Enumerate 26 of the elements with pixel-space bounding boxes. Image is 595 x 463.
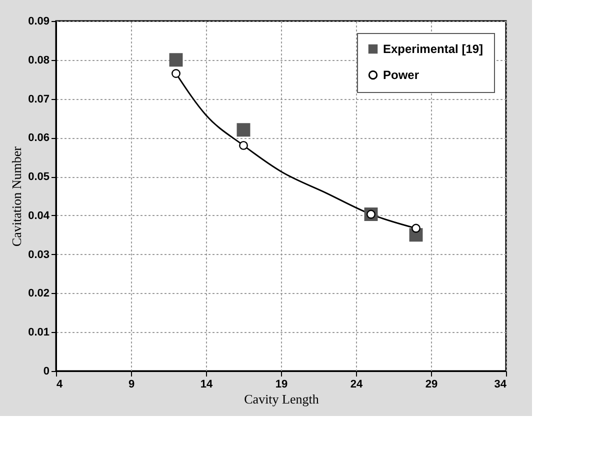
y-tick-label: 0.03 — [28, 248, 50, 261]
x-tick-label: 34 — [494, 378, 508, 390]
x-axis-title: Cavity Length — [244, 392, 320, 406]
x-tick-label: 24 — [350, 378, 364, 390]
y-tick-label: 0.09 — [28, 16, 50, 28]
y-tick-label: 0.06 — [28, 132, 50, 144]
x-tick-label: 9 — [128, 378, 135, 390]
point — [236, 123, 250, 137]
x-tick-label: 29 — [425, 378, 438, 390]
legend-label: Experimental [19] — [383, 42, 484, 56]
point — [239, 140, 248, 150]
point — [172, 69, 180, 78]
y-axis-title: Cavitation Number — [9, 146, 24, 247]
y-tick-label: 0.07 — [28, 93, 50, 106]
point — [412, 224, 420, 233]
x-tick-label: 4 — [56, 378, 64, 390]
x-tick-label: 19 — [275, 378, 288, 390]
y-tick-label: 0.04 — [28, 210, 50, 222]
legend-label: Power — [383, 68, 420, 82]
y-tick-label: 0.02 — [28, 288, 50, 300]
y-tick-label: 0.01 — [28, 326, 50, 339]
point — [169, 53, 183, 67]
y-tick-label: 0.08 — [28, 54, 50, 66]
x-tick-label: 14 — [200, 378, 214, 390]
y-tick-label: 0.05 — [28, 171, 50, 184]
y-tick-label: 0 — [43, 366, 50, 378]
